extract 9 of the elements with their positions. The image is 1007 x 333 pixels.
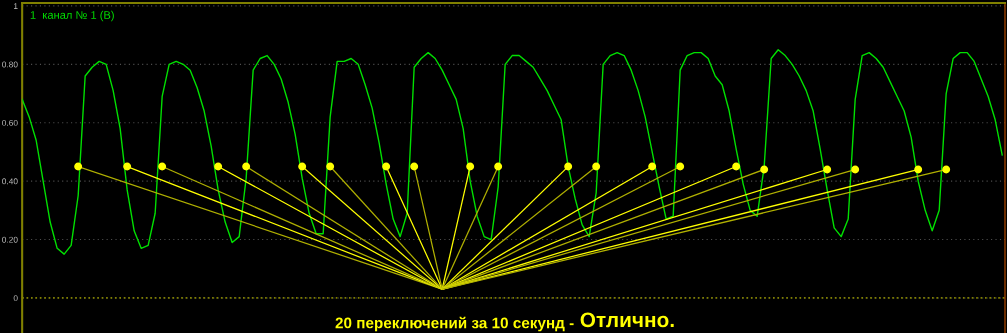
y-tick-label: 0.20 xyxy=(2,236,18,243)
annotation: 20 переключений за 10 секунд - xyxy=(335,316,574,332)
text: 1 канал № 1 (В) xyxy=(30,10,114,22)
y-tick-label: 0.40 xyxy=(2,178,18,185)
y-tick-label: 0.60 xyxy=(2,119,18,126)
y-tick-label: 0 xyxy=(13,295,18,302)
annotation: Отлично. xyxy=(580,312,674,328)
y-tick-label: 1 xyxy=(13,3,18,9)
y-tick-label: 0.80 xyxy=(2,61,18,68)
